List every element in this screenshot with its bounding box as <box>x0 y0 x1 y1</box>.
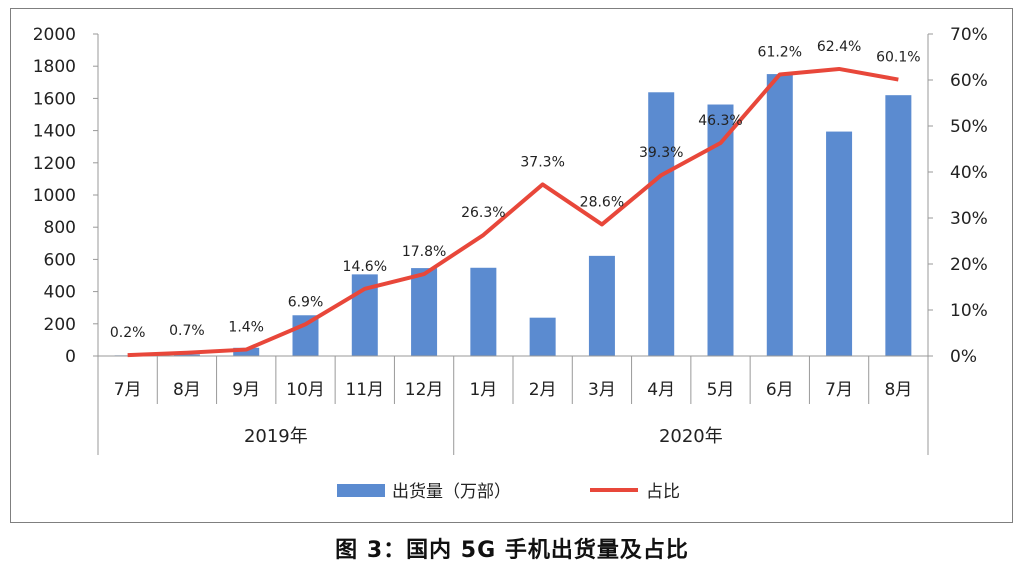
left-tick-label: 0 <box>65 347 76 367</box>
left-tick-label: 2000 <box>33 25 76 45</box>
right-tick-label: 70% <box>950 25 988 45</box>
right-tick-label: 50% <box>950 117 988 137</box>
bar-9 <box>648 92 675 357</box>
right-tick-label: 0% <box>950 347 977 367</box>
category-label: 3月 <box>588 380 616 400</box>
bar-series <box>114 74 912 357</box>
group-label: 2020年 <box>659 426 723 447</box>
category-label: 8月 <box>884 380 912 400</box>
category-label: 1月 <box>469 380 497 400</box>
left-tick-label: 600 <box>44 250 76 270</box>
figure-caption: 图 3：国内 5G 手机出货量及占比 <box>335 538 689 563</box>
right-tick-label: 60% <box>950 71 988 91</box>
bar-1 <box>173 354 200 356</box>
left-tick-label: 200 <box>44 315 76 335</box>
category-label: 4月 <box>647 380 675 400</box>
legend-line-label: 占比 <box>646 482 680 502</box>
category-label: 12月 <box>405 380 444 400</box>
share-data-label: 46.3% <box>698 113 742 129</box>
bar-7 <box>529 317 556 356</box>
share-data-label: 6.9% <box>288 294 324 310</box>
left-tick-label: 1400 <box>33 122 76 142</box>
category-label: 7月 <box>114 380 142 400</box>
bar-2 <box>233 347 260 356</box>
share-data-label: 17.8% <box>402 244 446 260</box>
bar-5 <box>411 268 438 356</box>
share-data-label: 26.3% <box>461 205 505 221</box>
share-data-label: 1.4% <box>228 320 264 336</box>
left-tick-label: 1800 <box>33 57 76 77</box>
share-data-label: 61.2% <box>758 44 802 60</box>
category-label: 9月 <box>232 380 260 400</box>
group-label: 2019年 <box>244 426 308 447</box>
left-tick-label: 1200 <box>33 154 76 174</box>
share-data-label: 28.6% <box>580 194 624 210</box>
right-tick-label: 20% <box>950 255 988 275</box>
legend: 出货量（万部） 占比 <box>337 482 680 502</box>
category-label: 2月 <box>529 380 557 400</box>
share-line <box>127 66 899 358</box>
bar-11 <box>766 74 793 357</box>
bar-12 <box>826 131 853 356</box>
bar-3 <box>292 315 319 356</box>
category-label: 8月 <box>173 380 201 400</box>
legend-bar-label: 出货量（万部） <box>392 482 511 502</box>
share-data-label: 37.3% <box>520 154 564 170</box>
right-tick-label: 10% <box>950 301 988 321</box>
category-label: 5月 <box>707 380 735 400</box>
left-tick-label: 800 <box>44 218 76 238</box>
bar-6 <box>470 267 497 356</box>
bar-13 <box>885 95 912 357</box>
bar-8 <box>588 255 615 356</box>
axes: 0 200 400 600 800 1000 1200 1400 1600 1800 2000 0% 1… <box>33 25 988 455</box>
right-tick-label: 30% <box>950 209 988 229</box>
share-data-label: 60.1% <box>876 50 920 66</box>
line-series <box>127 66 899 358</box>
left-tick-label: 1000 <box>33 186 76 206</box>
right-tick-label: 40% <box>950 163 988 183</box>
chart: 0 200 400 600 800 1000 1200 1400 1600 1800 2000 0% 1… <box>33 25 988 502</box>
share-data-label: 0.2% <box>110 325 146 341</box>
data-labels: 0.2% 0.7% 1.4% 6.9% 14.6% 17.8% 26.3% 37.3% 28.6… <box>110 39 921 341</box>
left-tick-label: 1600 <box>33 89 76 109</box>
share-data-label: 39.3% <box>639 145 683 161</box>
left-tick-label: 400 <box>44 283 76 303</box>
category-label: 10月 <box>286 380 325 400</box>
category-label: 7月 <box>825 380 853 400</box>
legend-bar-swatch <box>337 484 385 497</box>
category-label: 11月 <box>345 380 384 400</box>
share-data-label: 14.6% <box>343 259 387 275</box>
share-data-label: 62.4% <box>817 39 861 55</box>
category-label: 6月 <box>766 380 794 400</box>
share-data-label: 0.7% <box>169 323 205 339</box>
